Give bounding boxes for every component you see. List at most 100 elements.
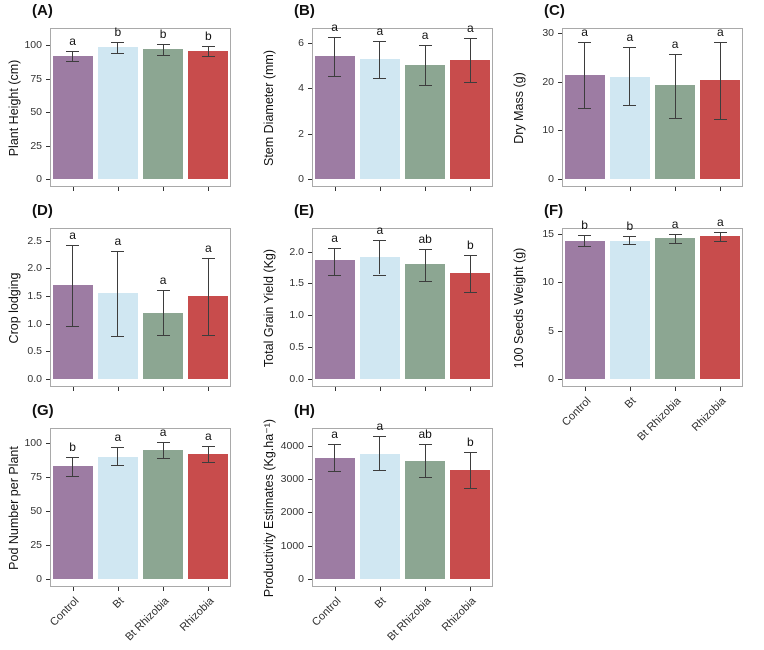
sig-letter: b [205, 29, 212, 44]
y-tick-label: 0 [548, 373, 554, 385]
y-tick-label: 10 [542, 124, 554, 137]
error-bar-cap-bottom [373, 470, 387, 471]
y-tick-label: 100 [24, 436, 42, 449]
y-tick-mark [46, 544, 50, 546]
error-bar-line [629, 236, 631, 245]
y-tick-label: 0.5 [27, 345, 42, 358]
y-tick-mark [308, 251, 312, 253]
error-bar-cap-top [111, 251, 125, 253]
sig-letter: a [626, 30, 634, 45]
sig-letter: a [717, 214, 724, 229]
panel-label-g: (G) [32, 402, 54, 419]
panel-g: (G) Pod Number per Plant 0 25 50 75 100 b Contro… [0, 400, 255, 650]
error-bar-cap-top [668, 233, 682, 235]
y-tick-label: 0 [36, 173, 42, 185]
error-bar-line [674, 54, 676, 118]
bar-bt-rhizobia [405, 461, 446, 579]
y-tick-label: 6 [298, 36, 304, 49]
y-tick-label: 0 [548, 173, 554, 185]
error-bar-cap-bottom [201, 56, 215, 58]
error-bar-cap-top [418, 249, 432, 251]
x-tick-mark [425, 587, 427, 591]
error-bar-cap-top [713, 231, 727, 233]
y-tick-label: 10 [542, 276, 554, 289]
sig-letter: a [581, 24, 588, 39]
sig-letter: a [114, 430, 122, 445]
y-tick-mark [308, 545, 312, 547]
x-tick-mark [675, 387, 677, 391]
sig-letter: a [331, 427, 338, 442]
y-tick-mark [46, 442, 50, 444]
x-tick-mark [470, 387, 472, 391]
bar-bt [359, 59, 400, 179]
error-bar-line [334, 444, 336, 472]
y-tick-mark [46, 351, 50, 353]
bar-bt [359, 257, 400, 379]
error-bar-cap-bottom [111, 52, 125, 54]
y-tick-label: 4 [298, 82, 304, 95]
error-bar-cap-top [156, 441, 170, 443]
sig-letter: a [717, 25, 724, 40]
bar-control [314, 56, 355, 179]
y-tick-mark [308, 379, 312, 380]
error-bar-cap-bottom [418, 280, 432, 282]
sig-letter: a [69, 33, 76, 48]
y-tick-mark [558, 379, 562, 380]
y-tick-mark [308, 42, 312, 44]
error-bar-cap-top [66, 50, 80, 52]
error-bar-cap-top [66, 244, 80, 246]
error-bar-cap-top [328, 247, 342, 249]
error-bar-line [207, 46, 209, 57]
y-tick-label: 3000 [280, 473, 304, 485]
y-tick-mark [558, 32, 562, 34]
bar-bt-rhizobia [405, 264, 446, 379]
error-bar-cap-bottom [623, 244, 637, 246]
error-bar-line [424, 45, 426, 85]
error-bar-line [207, 257, 209, 335]
y-tick-mark [46, 78, 50, 80]
sig-letter: a [376, 419, 384, 434]
error-bar-cap-bottom [623, 105, 637, 107]
error-bar-line [424, 444, 426, 478]
error-bar-line [162, 289, 164, 336]
sig-letter: b [626, 219, 634, 234]
error-bar-cap-bottom [66, 325, 80, 327]
bar-bt-rhizobia [143, 49, 184, 179]
y-tick-mark [558, 282, 562, 284]
sig-letter: a [671, 216, 679, 231]
error-bar-cap-bottom [156, 457, 170, 459]
y-tick-mark [308, 133, 312, 135]
error-bar-cap-bottom [66, 475, 80, 477]
panel-d: (D) Crop lodging 0.0 0.5 1.0 1.5 2.0 2.5 a a a a [0, 200, 255, 400]
error-bar-line [117, 447, 119, 465]
y-tick-mark [558, 233, 562, 235]
y-tick-label: 1.5 [289, 277, 304, 290]
bar-bt-rhizobia [655, 238, 696, 379]
error-bar-cap-bottom [328, 471, 342, 473]
y-tick-mark [558, 179, 562, 180]
error-bar-line [334, 247, 336, 275]
error-bar-cap-top [713, 42, 727, 44]
y-tick-mark [46, 579, 50, 580]
x-tick-mark [675, 187, 677, 191]
x-tick-mark [334, 587, 336, 591]
error-bar-line [72, 456, 74, 476]
bar-rhizobia [188, 50, 229, 179]
panel-e: (E) Total Grain Yield (Kg) 0.0 0.5 1.0 1.5 2.0… [255, 200, 505, 400]
error-bar-cap-bottom [713, 118, 727, 120]
error-bar-line [674, 233, 676, 243]
error-bar-cap-bottom [373, 274, 387, 276]
y-tick-mark [46, 323, 50, 325]
bar-bt-rhizobia [143, 449, 184, 579]
y-tick-mark [46, 45, 50, 47]
y-tick-label: 2 [298, 127, 304, 140]
error-bar-line [117, 251, 119, 336]
sig-letter: a [331, 20, 338, 35]
error-bar-cap-top [373, 41, 387, 43]
x-tick-mark [470, 187, 472, 191]
sig-letter: b [159, 27, 167, 42]
error-bar-cap-bottom [328, 274, 342, 276]
y-tick-mark [308, 179, 312, 180]
error-bar-cap-bottom [668, 242, 682, 244]
bar-rhizobia [188, 453, 229, 579]
